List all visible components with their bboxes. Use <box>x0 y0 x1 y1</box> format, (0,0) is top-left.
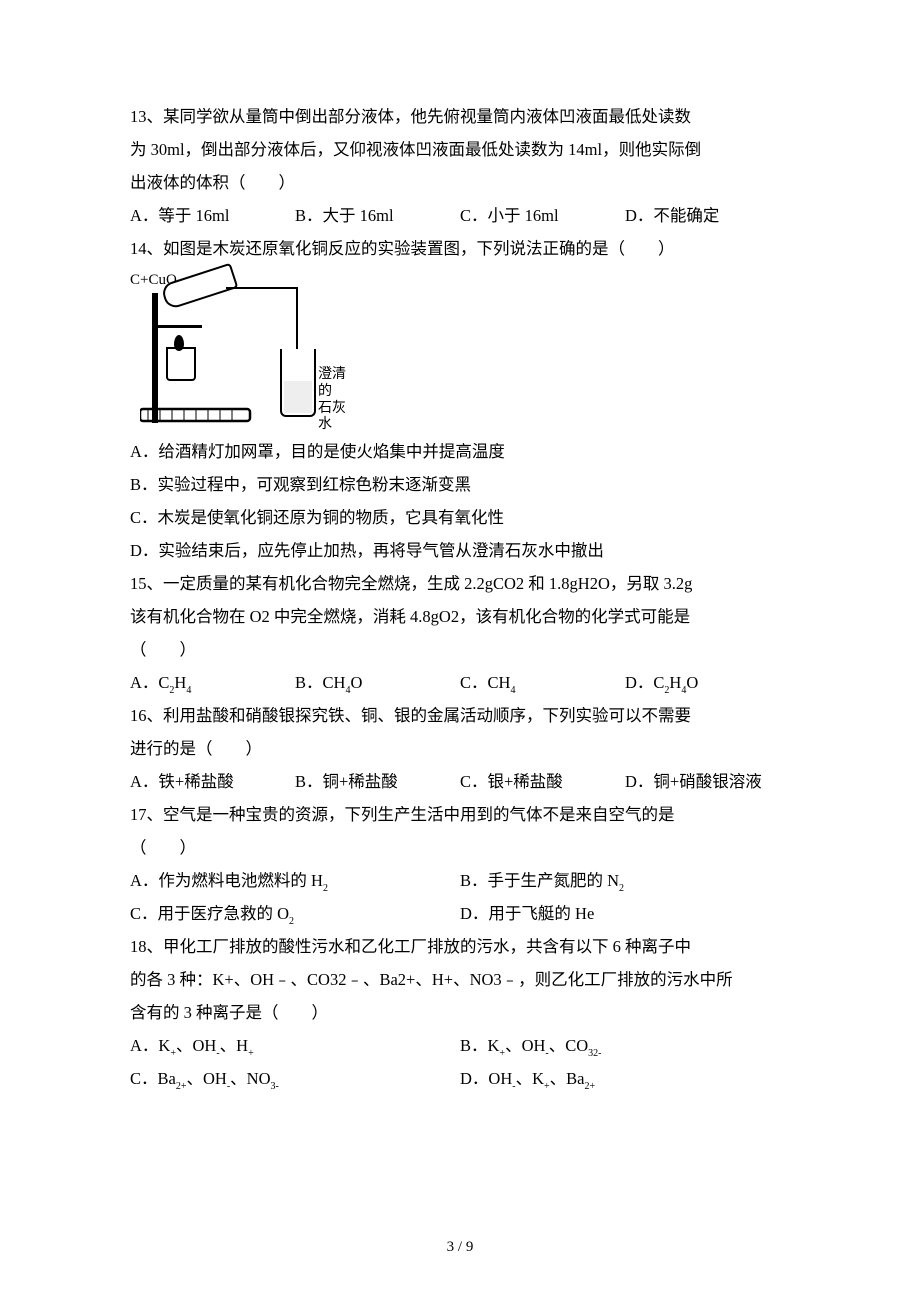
q16-opt-d: D．铜+硝酸银溶液 <box>625 765 790 798</box>
q16-line1: 16、利用盐酸和硝酸银探究铁、铜、银的金属活动顺序，下列实验可以不需要 <box>130 699 790 732</box>
limewater-liquid <box>284 381 312 413</box>
q17-opt-a: A．作为燃料电池燃料的 H2 <box>130 864 460 897</box>
q14-opt-d: D．实验结束后，应先停止加热，再将导气管从澄清石灰水中撤出 <box>130 534 790 567</box>
q14-opt-a: A．给酒精灯加网罩，目的是使火焰集中并提高温度 <box>130 435 790 468</box>
limewater-tube-icon <box>280 349 316 417</box>
q13-opt-b: B．大于 16ml <box>295 199 460 232</box>
q18-line2: 的各 3 种：K+、OH﹣、CO32﹣、Ba2+、H+、NO3﹣，则乙化工厂排放… <box>130 963 790 996</box>
page-footer: 3 / 9 <box>0 1232 920 1262</box>
flame-icon <box>174 335 184 351</box>
q15-options: A．C2H4 B．CH4O C．CH4 D．C2H4O <box>130 666 790 699</box>
q13-line2: 为 30ml，倒出部分液体后，又仰视液体凹液面最低处读数为 14ml，则他实际倒 <box>130 133 790 166</box>
q17-opt-d: D．用于飞艇的 He <box>460 897 790 930</box>
q18-opt-b: B．K+、OH-、CO32- <box>460 1029 790 1062</box>
q16-opt-c: C．银+稀盐酸 <box>460 765 625 798</box>
q13-options: A．等于 16ml B．大于 16ml C．小于 16ml D．不能确定 <box>130 199 790 232</box>
q13-line1: 13、某同学欲从量筒中倒出部分液体，他先俯视量筒内液体凹液面最低处读数 <box>130 100 790 133</box>
q17-options-row1: A．作为燃料电池燃料的 H2 B．手于生产氮肥的 N2 <box>130 864 790 897</box>
q15-line2: 该有机化合物在 O2 中完全燃烧，消耗 4.8gO2，该有机化合物的化学式可能是 <box>130 600 790 633</box>
q16-opt-a: A．铁+稀盐酸 <box>130 765 295 798</box>
limewater-label-2: 石灰水 <box>318 401 355 435</box>
stand-clamp <box>158 325 202 334</box>
q15-line3: （ ） <box>130 633 790 666</box>
q17-opt-b: B．手于生产氮肥的 N2 <box>460 864 790 897</box>
q15-line1: 15、一定质量的某有机化合物完全燃烧，生成 2.2gCO2 和 1.8gH2O，… <box>130 567 790 600</box>
alcohol-burner-icon <box>166 347 196 381</box>
q15-opt-b: B．CH4O <box>295 666 460 699</box>
q17-opt-c: C．用于医疗急救的 O2 <box>130 897 460 930</box>
q15-opt-a: A．C2H4 <box>130 666 295 699</box>
q18-line3: 含有的 3 种离子是（ ） <box>130 996 790 1029</box>
q18-options-row2: C．Ba2+、OH-、NO3- D．OH-、K+、Ba2+ <box>130 1062 790 1095</box>
q17-line2: （ ） <box>130 831 790 864</box>
q13-line3: 出液体的体积（ ） <box>130 166 790 199</box>
q18-options-row1: A．K+、OH-、H+ B．K+、OH-、CO32- <box>130 1029 790 1062</box>
q16-options: A．铁+稀盐酸 B．铜+稀盐酸 C．银+稀盐酸 D．铜+硝酸银溶液 <box>130 765 790 798</box>
q18-opt-d: D．OH-、K+、Ba2+ <box>460 1062 790 1095</box>
stand-base <box>140 379 260 423</box>
q15-opt-c: C．CH4 <box>460 666 625 699</box>
q18-line1: 18、甲化工厂排放的酸性污水和乙化工厂排放的污水，共含有以下 6 种离子中 <box>130 930 790 963</box>
q16-opt-b: B．铜+稀盐酸 <box>295 765 460 798</box>
q14-opt-b: B．实验过程中，可观察到红棕色粉末逐渐变黑 <box>130 468 790 501</box>
q17-line1: 17、空气是一种宝贵的资源，下列生产生活中用到的气体不是来自空气的是 <box>130 798 790 831</box>
q18-opt-c: C．Ba2+、OH-、NO3- <box>130 1062 460 1095</box>
limewater-label: 澄清的 石灰水 <box>318 367 355 434</box>
limewater-label-1: 澄清的 <box>318 367 355 401</box>
q14-opt-c: C．木炭是使氧化铜还原为铜的物质，它具有氧化性 <box>130 501 790 534</box>
q16-line2: 进行的是（ ） <box>130 732 790 765</box>
q17-options-row2: C．用于医疗急救的 O2 D．用于飞艇的 He <box>130 897 790 930</box>
q13-opt-d: D．不能确定 <box>625 199 790 232</box>
q18-opt-a: A．K+、OH-、H+ <box>130 1029 460 1062</box>
q13-opt-a: A．等于 16ml <box>130 199 295 232</box>
q14-figure: C+CuO 澄清的 石灰水 <box>130 271 355 431</box>
q15-opt-d: D．C2H4O <box>625 666 790 699</box>
page: 13、某同学欲从量筒中倒出部分液体，他先俯视量筒内液体凹液面最低处读数 为 30… <box>0 0 920 1302</box>
delivery-tube-h <box>226 287 298 293</box>
q14-line1: 14、如图是木炭还原氧化铜反应的实验装置图，下列说法正确的是（ ） <box>130 232 790 265</box>
q13-opt-c: C．小于 16ml <box>460 199 625 232</box>
